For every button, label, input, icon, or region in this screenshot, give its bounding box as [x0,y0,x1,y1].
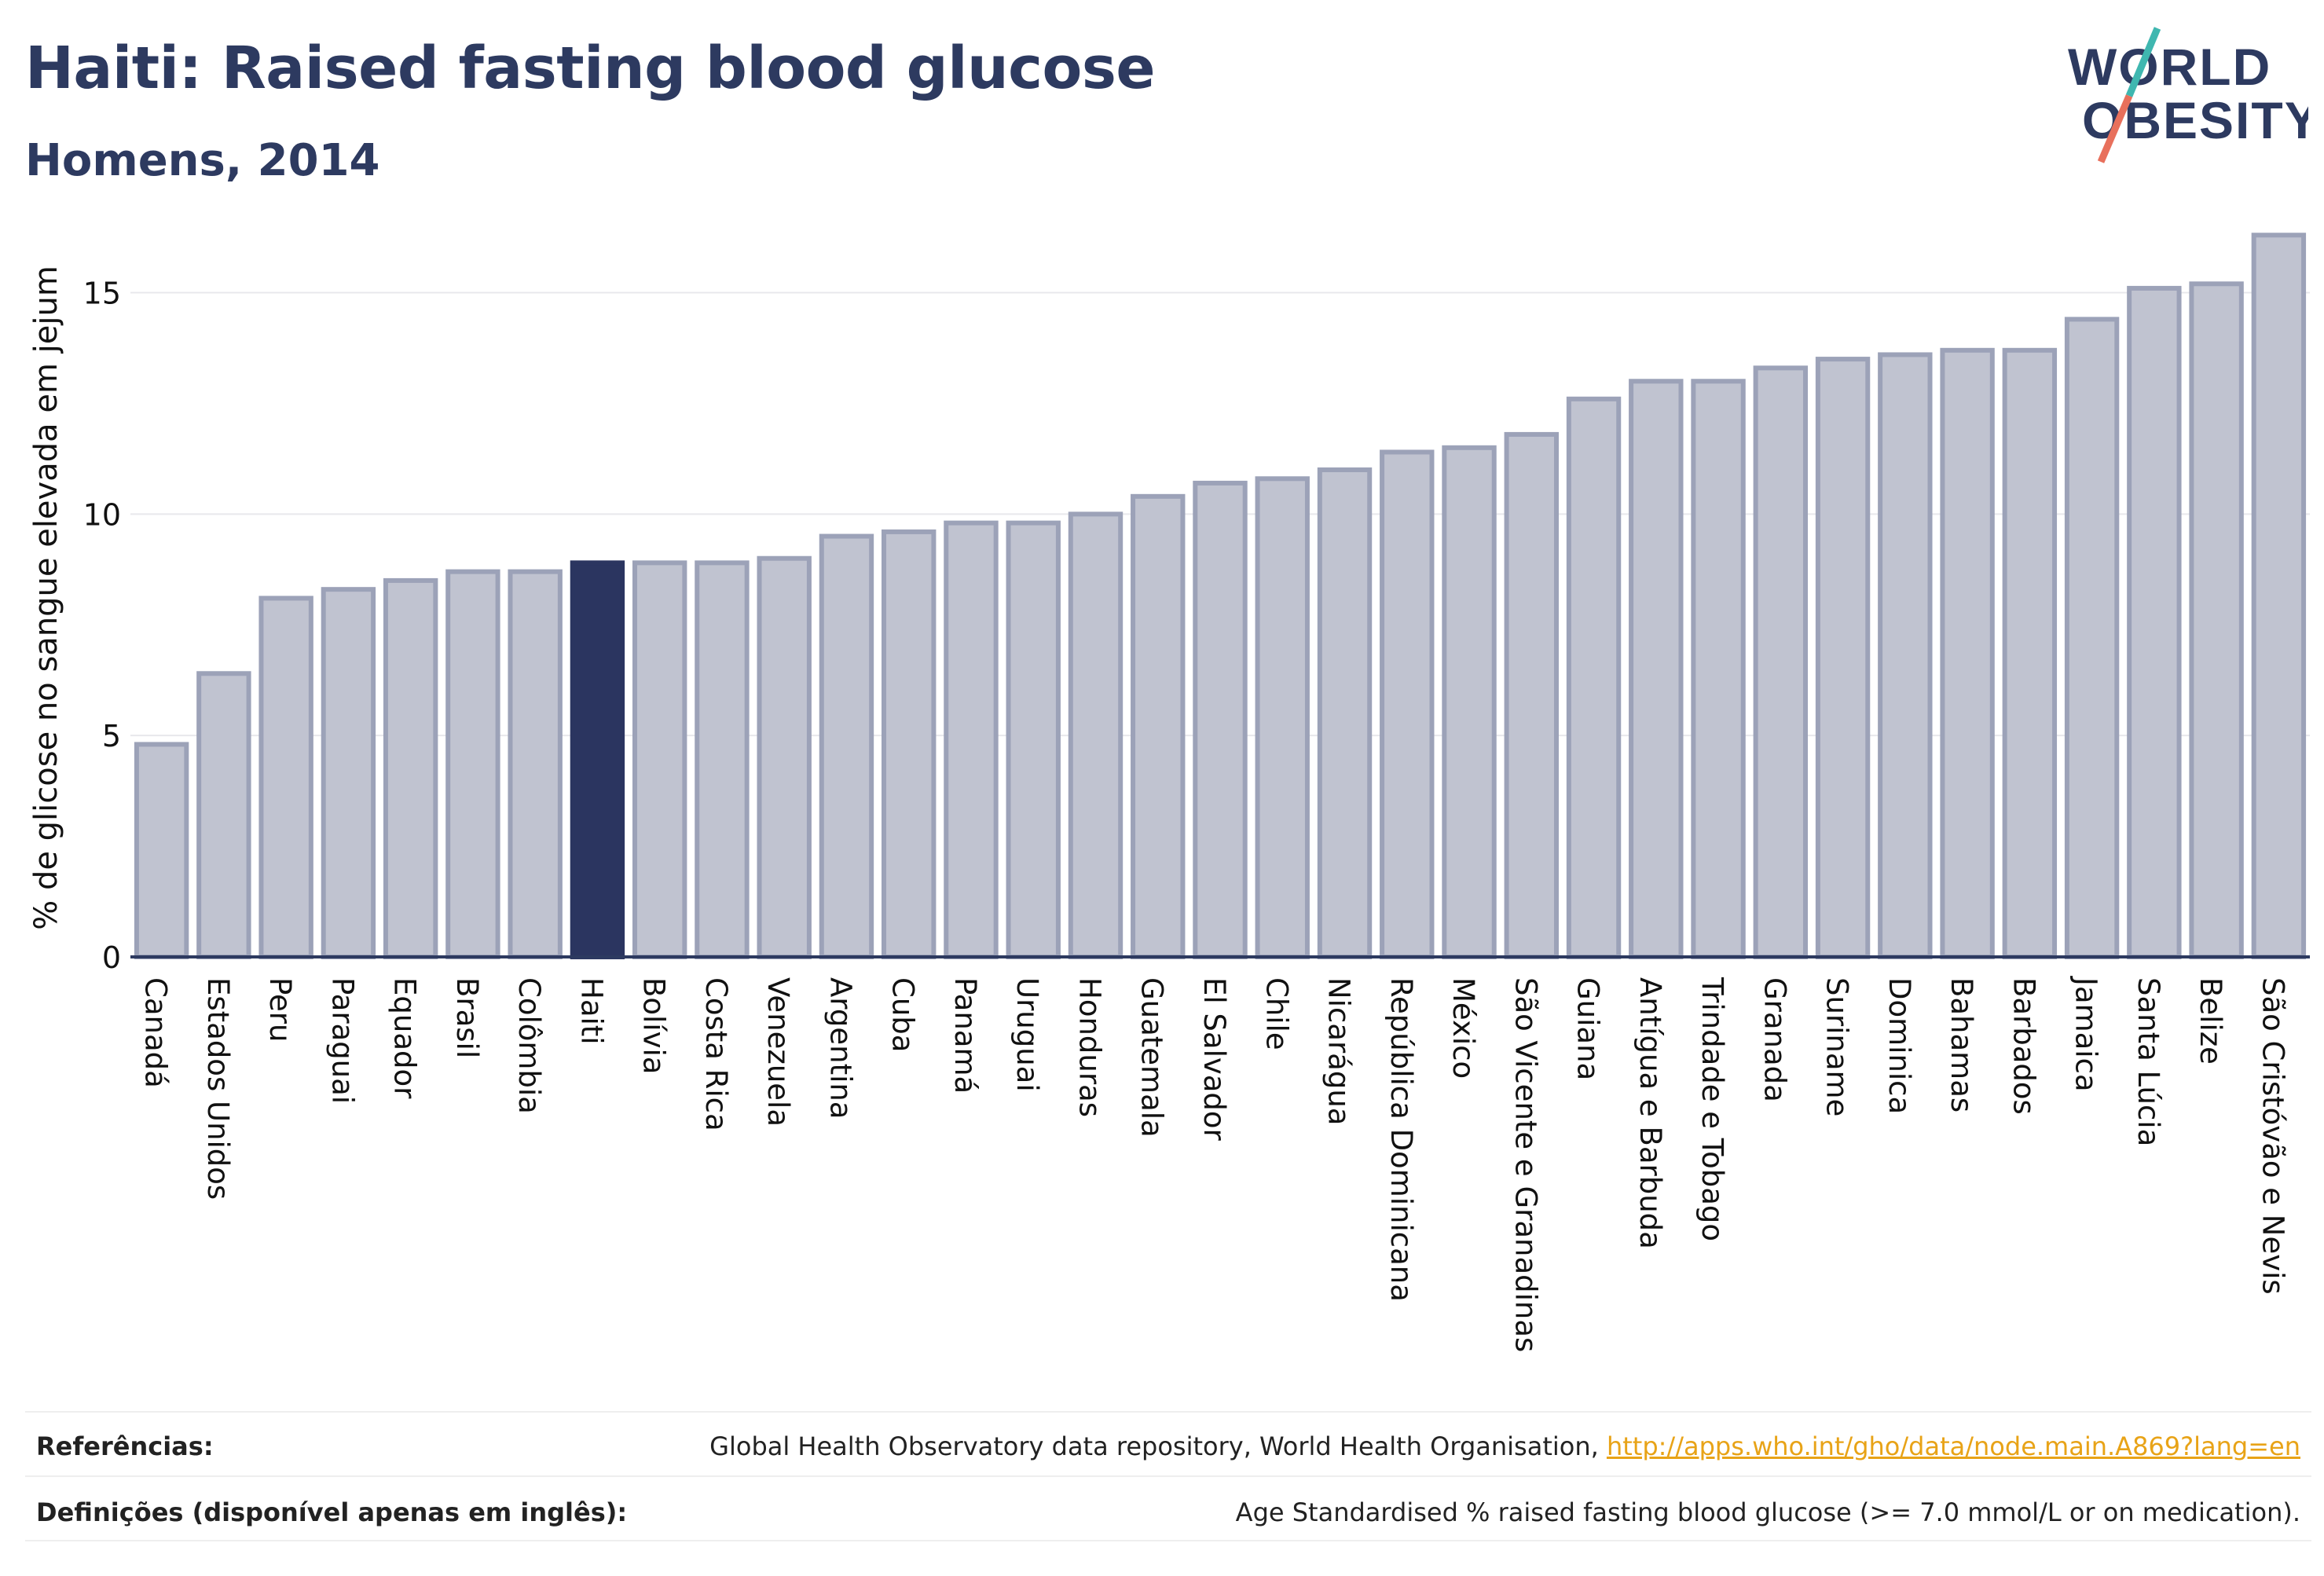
logo-slash-teal [2125,27,2161,97]
x-tick-label: Guatemala [1135,977,1169,1138]
y-tick-label: 5 [102,719,121,753]
bar [882,529,937,959]
y-axis-label: % de glicose no sangue elevada em jejum [28,266,64,930]
bar [819,533,874,959]
x-tick-label: Barbados [2007,977,2040,1115]
references-label: Referências: [36,1431,214,1461]
x-tick-label: Honduras [1072,977,1106,1117]
x-tick-label: Suriname [1820,977,1854,1116]
bars [134,233,2307,960]
bar [1442,445,1497,959]
bar [1691,379,1746,960]
logo-word-world: WORLD [2068,38,2271,96]
bar [2189,281,2244,960]
x-tick-label: Brasil [450,977,484,1058]
bar [508,569,563,959]
bar [196,671,251,959]
x-tick-label: Santa Lúcia [2132,977,2165,1146]
x-tick-label: Equador [388,977,422,1099]
x-tick-labels: Canadá Estados Unidos Peru Paraguai Equador B… [139,976,2290,1352]
x-tick-label: República Dominicana [1384,977,1418,1302]
bar [1380,449,1435,959]
bar [1815,357,1871,960]
bar [944,520,999,959]
chart-subtitle: Homens, 2014 [25,135,380,186]
bar [2064,317,2120,959]
bar [2127,285,2182,959]
bar [1068,511,1124,959]
x-tick-label: Uruguai [1010,977,1044,1092]
x-tick-label: Argentina [823,977,857,1119]
x-tick-label: Antígua e Barbuda [1633,977,1667,1249]
x-tick-label: Costa Rica [699,977,733,1131]
x-tick-label: Panamá [948,977,982,1094]
bar [1006,520,1061,959]
x-tick-label: Paraguai [325,977,359,1104]
bar [695,560,750,959]
x-tick-label: Canadá [139,977,173,1088]
bar [632,560,687,959]
footer-divider-bottom [25,1540,2311,1541]
bar [321,587,376,959]
x-tick-label: Bolívia [637,977,671,1074]
x-tick-label: Guiana [1571,977,1605,1080]
x-tick-label: Bahamas [1945,977,1978,1112]
y-tick-labels: 0 5 10 15 [83,277,121,975]
bar [1878,352,1933,960]
bar [1504,431,1559,959]
x-tick-label: Chile [1259,977,1293,1050]
bar [570,560,625,959]
x-tick-label: Haiti [574,977,608,1045]
bar-chart: 0 5 10 15 Canadá Estados Unidos Peru Paraguai E… [28,233,2310,1352]
y-tick-label: 0 [102,940,121,975]
bar [258,596,313,959]
x-tick-label: El Salvador [1197,977,1231,1142]
references-text: Global Health Observatory data repositor… [709,1431,1607,1461]
bar [383,577,438,960]
bar [1566,396,1622,959]
bar [445,569,500,959]
footer-divider-top [25,1411,2311,1413]
x-tick-label: São Vicente e Granadinas [1508,977,1542,1352]
bar [2251,233,2307,960]
x-tick-label: Colômbia [512,977,546,1114]
logo-slash-coral [2097,94,2133,163]
x-tick-label: Belize [2194,977,2227,1065]
references-link[interactable]: http://apps.who.int/gho/data/node.main.A… [1606,1431,2300,1461]
bar [1753,365,1809,959]
bar [1255,476,1310,959]
x-tick-label: Granada [1758,977,1791,1102]
x-tick-label: Peru [263,977,297,1042]
x-tick-label: México [1446,977,1480,1079]
world-obesity-logo: WORLD OBESITY [2068,27,2308,163]
x-tick-label: São Cristóvão e Nevis [2256,977,2289,1295]
definitions-label: Definições (disponível apenas em inglês)… [36,1497,628,1527]
y-tick-label: 10 [83,497,121,532]
x-tick-label: Venezuela [761,977,795,1127]
bar [2002,347,2058,959]
bar [1940,347,1995,959]
bar [1317,467,1373,959]
x-tick-label: Trindade e Tobago [1695,977,1729,1241]
chart-title: Haiti: Raised fasting blood glucose [25,35,1156,102]
y-tick-label: 15 [83,277,121,311]
x-tick-label: Estados Unidos [201,977,235,1200]
bar [757,555,812,960]
x-tick-label: Jamaica [2069,976,2103,1092]
bar [1629,379,1684,960]
bar [134,742,189,959]
bar [1131,493,1186,959]
x-tick-label: Dominica [1882,977,1916,1114]
bar [1193,480,1248,959]
definitions-text: Age Standardised % raised fasting blood … [1235,1497,2300,1527]
references-value: Global Health Observatory data repositor… [709,1431,2300,1461]
x-tick-label: Nicarágua [1322,977,1356,1125]
footer-divider-middle [25,1475,2311,1477]
x-tick-label: Cuba [886,977,920,1052]
